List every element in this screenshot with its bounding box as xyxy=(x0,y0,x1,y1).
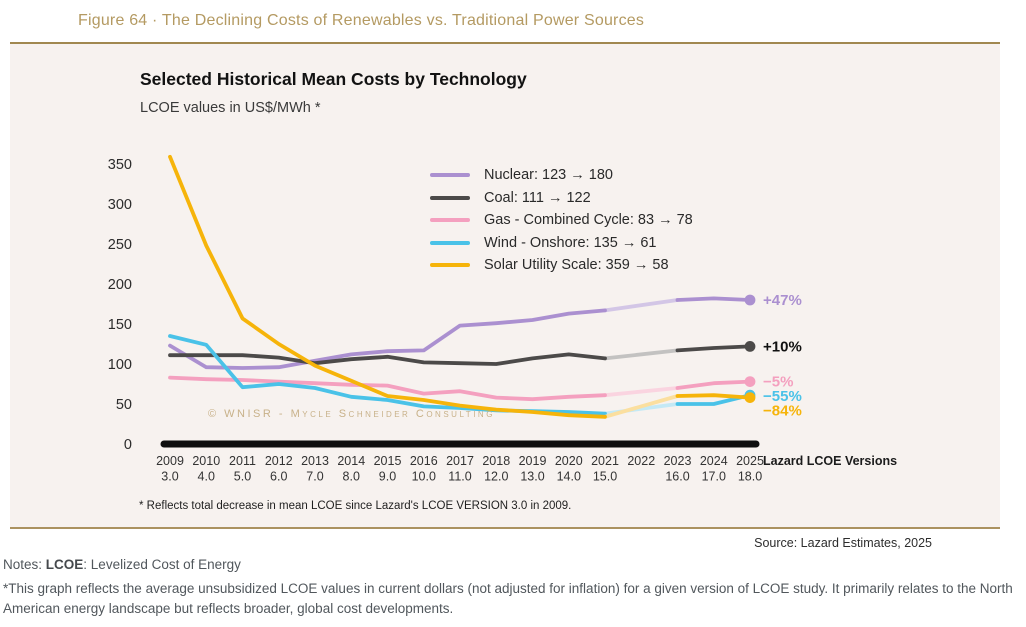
legend-label: Solar Utility Scale: 359 → 58 xyxy=(484,257,669,274)
chart-panel: 0 50 100 150 200 250 300 350 2009 3.0 2010 4.0 2011 5… xyxy=(10,42,1000,529)
series-line-faded-solar-utility-scale xyxy=(603,394,680,419)
x-axis-year-label: 2020 xyxy=(555,454,583,468)
x-axis-version-label: 14.0 xyxy=(557,470,581,484)
x-axis-year-label: 2018 xyxy=(482,454,510,468)
notes-term: LCOE xyxy=(45,557,84,572)
x-axis-year-label: 2015 xyxy=(374,454,402,468)
y-axis-tick-label: 350 xyxy=(108,157,132,173)
chart-subtitle: LCOE values in US$/MWh * xyxy=(140,100,321,116)
x-axis-year-label: 2023 xyxy=(664,454,692,468)
chart-legend: Nuclear: 123 → 180 Coal: 111 → 122 Gas - C… xyxy=(430,164,693,277)
x-axis-version-label: 18.0 xyxy=(738,470,762,484)
x-axis-version-label: 6.0 xyxy=(270,470,287,484)
x-axis-year-label: 2024 xyxy=(700,454,728,468)
x-axis-version-label: 8.0 xyxy=(343,470,360,484)
legend-item: Coal: 111 → 122 xyxy=(430,187,693,210)
legend-swatch-line xyxy=(430,173,470,178)
x-axis-version-label: 9.0 xyxy=(379,470,396,484)
y-axis-tick-label: 150 xyxy=(108,317,132,333)
x-axis-year-label: 2021 xyxy=(591,454,619,468)
legend-item: Solar Utility Scale: 359 → 58 xyxy=(430,254,693,277)
x-axis-version-label: 16.0 xyxy=(665,470,689,484)
lcoe-line-chart: 0 50 100 150 200 250 300 350 2009 3.0 2010 4.0 2011 5… xyxy=(108,154,897,484)
x-axis-version-label: 5.0 xyxy=(234,470,251,484)
x-axis-note: Lazard LCOE Versions xyxy=(763,454,897,468)
x-axis-version-label: 11.0 xyxy=(448,470,471,484)
source-line: Source: Lazard Estimates, 2025 xyxy=(754,536,932,550)
series-end-label-wind-onshore: −55% xyxy=(763,388,802,405)
series-line-gas-combined-cycle xyxy=(168,375,752,402)
y-axis-tick-label: 0 xyxy=(124,437,132,453)
x-axis-year-label: 2016 xyxy=(410,454,438,468)
series-end-dot-nuclear xyxy=(744,294,756,306)
series-line-faded-coal xyxy=(603,348,680,361)
description-paragraph: *This graph reflects the average unsubsi… xyxy=(3,581,1013,616)
notes-line: Notes: LCOE: Levelized Cost of Energy xyxy=(3,557,241,572)
legend-item: Gas - Combined Cycle: 83 → 78 xyxy=(430,209,693,232)
chart-footnote: * Reflects total decrease in mean LCOE s… xyxy=(139,500,572,512)
y-axis-tick-label: 300 xyxy=(108,197,132,213)
x-axis-year-label: 2017 xyxy=(446,454,474,468)
series-line-faded-gas-combined-cycle xyxy=(603,386,680,398)
legend-swatch-line xyxy=(430,195,470,200)
x-axis-year-label: 2022 xyxy=(627,454,655,468)
x-axis-year-label: 2009 xyxy=(156,454,184,468)
x-axis-version-label: 12.0 xyxy=(484,470,508,484)
legend-swatch-line xyxy=(430,218,470,223)
x-axis-version-label: 4.0 xyxy=(198,470,215,484)
figure-title: Figure 64 · The Declining Costs of Renew… xyxy=(78,12,645,29)
x-axis-year-label: 2025 xyxy=(736,454,764,468)
x-axis-year-label: 2012 xyxy=(265,454,293,468)
y-axis-tick-label: 250 xyxy=(108,237,132,253)
series-line-faded-nuclear xyxy=(603,298,680,313)
series-end-dot-solar-utility-scale xyxy=(744,392,756,403)
series-end-label-solar-utility-scale: −84% xyxy=(763,403,802,420)
notes-prefix: Notes: xyxy=(3,557,46,572)
legend-label: Gas - Combined Cycle: 83 → 78 xyxy=(484,212,693,229)
x-axis-version-label: 10.0 xyxy=(412,470,436,484)
x-axis-version-label: 17.0 xyxy=(702,470,726,484)
chart-heading: Selected Historical Mean Costs by Techno… xyxy=(140,69,527,89)
x-axis-year-label: 2011 xyxy=(229,454,256,468)
legend-item: Wind - Onshore: 135 → 61 xyxy=(430,232,693,255)
legend-swatch-line xyxy=(430,263,470,268)
series-end-dot-gas-combined-cycle xyxy=(744,376,756,387)
legend-label: Wind - Onshore: 135 → 61 xyxy=(484,234,657,251)
x-axis-year-label: 2019 xyxy=(519,454,547,468)
y-axis-tick-label: 50 xyxy=(116,397,132,413)
series-end-label-gas-combined-cycle: −5% xyxy=(763,374,793,391)
watermark: © WNISR - Mycle Schneider Consulting xyxy=(208,408,495,420)
legend-swatch-line xyxy=(430,240,470,245)
x-axis-version-label: 7.0 xyxy=(306,470,323,484)
series-line-solar-utility-scale xyxy=(168,154,752,419)
x-axis-version-label: 3.0 xyxy=(161,470,178,484)
legend-label: Coal: 111 → 122 xyxy=(484,189,591,206)
x-axis-version-label: 13.0 xyxy=(520,470,544,484)
series-end-label-nuclear: +47% xyxy=(763,292,802,309)
series-end-dot-coal xyxy=(744,341,756,352)
x-axis-version-label: 15.0 xyxy=(593,470,617,484)
x-axis-year-label: 2010 xyxy=(192,454,220,468)
series-line-coal xyxy=(168,344,752,366)
series-line-nuclear xyxy=(168,296,752,370)
x-axis-year-label: 2014 xyxy=(337,454,365,468)
legend-item: Nuclear: 123 → 180 xyxy=(430,164,693,187)
legend-label: Nuclear: 123 → 180 xyxy=(484,167,613,184)
y-axis-tick-label: 100 xyxy=(108,357,132,373)
x-axis-year-label: 2013 xyxy=(301,454,329,468)
notes-rest: : Levelized Cost of Energy xyxy=(83,557,241,572)
y-axis-tick-label: 200 xyxy=(108,277,132,293)
series-end-label-coal: +10% xyxy=(763,338,802,355)
